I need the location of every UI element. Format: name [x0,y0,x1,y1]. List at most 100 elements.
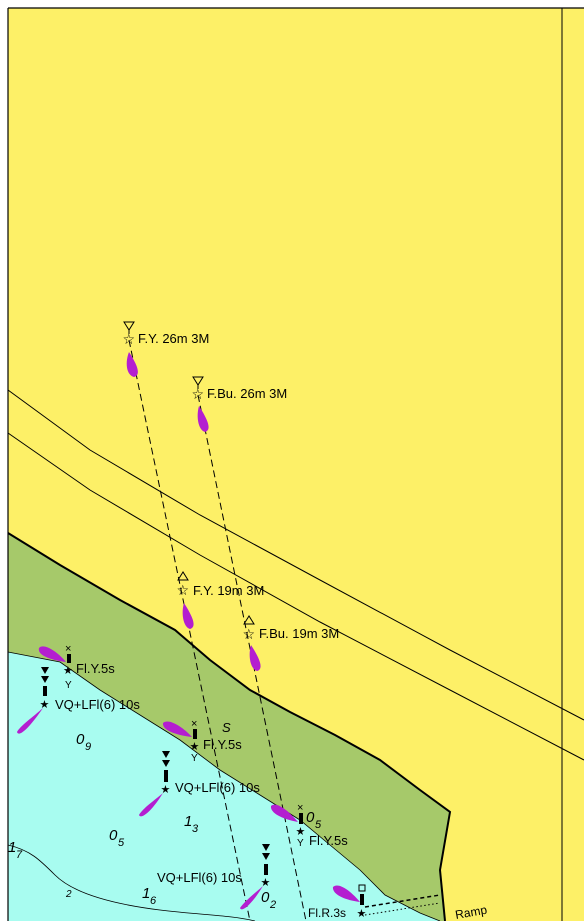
buoy-star-icon: ★ [40,698,50,711]
topmark-triangle-down-icon [123,321,135,331]
sounding-16: 1 6 [142,885,157,907]
light-flare-icon [270,804,298,822]
topmark-cone-down-icon [162,751,170,758]
svg-text:5: 5 [118,837,125,849]
buoy-body-icon [164,770,168,782]
sounding-09: 0 9 [76,731,91,753]
buoy-cardinal-1[interactable]: ★ VQ+LFl(6) 10s [17,667,140,734]
seabed-label: S [222,720,231,735]
svg-text:1: 1 [8,839,16,856]
light-flare-icon [197,406,209,432]
light-label: F.Y. 19m 3M [193,583,264,598]
sounding-05-a: 0 5 [306,809,322,831]
light-flare-icon [139,793,163,817]
light-flare-icon [38,646,66,662]
ramp-label: Ramp [454,903,488,921]
svg-text:9: 9 [85,741,91,753]
buoy-letter: Y [65,680,72,691]
topmark-cone-down-icon [41,667,49,674]
buoy-letter: Y [191,753,198,764]
buoy-cardinal-3[interactable]: ★ VQ+LFl(6) 10s [157,844,271,910]
svg-text:0: 0 [261,889,270,906]
buoy-light-label: Fl.R.3s [308,906,346,920]
light-star-icon: ☆ [123,332,136,348]
topmark-triangle-up-icon [243,615,255,625]
buoy-star-icon: ★ [63,664,73,677]
topmark-triangle-up-icon [177,571,189,581]
light-star-icon: ☆ [177,583,190,599]
buoy-star-icon: ★ [190,740,200,753]
svg-text:0: 0 [76,731,85,748]
light-label: F.Y. 26m 3M [138,331,209,346]
buoy-light-label: Fl.Y.5s [309,833,348,848]
ramp-outline [364,894,441,908]
buoy-body-icon [43,686,47,696]
buoy-star-icon: ★ [357,907,367,920]
light-rear-blue[interactable]: ☆ F.Bu. 26m 3M [192,376,288,432]
light-label: F.Bu. 26m 3M [207,386,287,401]
light-flare-icon [240,886,263,910]
light-flare-icon [17,708,43,734]
depth-contour [7,844,256,921]
buoy-body-icon [299,813,303,824]
light-star-icon: ☆ [243,627,256,643]
buoy-special-2[interactable]: × ★ Y Fl.Y.5s [162,718,242,764]
light-star-icon: ☆ [192,387,205,403]
contour-label: 2 [65,889,72,900]
topmark-cross-icon: × [297,802,303,814]
buoy-body-icon [67,654,71,663]
svg-text:5: 5 [315,819,322,831]
light-front-blue[interactable]: ☆ F.Bu. 19m 3M [243,615,340,671]
light-front-yellow[interactable]: ☆ F.Y. 19m 3M [177,571,265,629]
ramp-dotted [364,902,441,916]
buoy-body-icon [360,894,364,905]
buoy-body-icon [193,729,197,739]
buoy-cardinal-2[interactable]: ★ VQ+LFl(6) 10s [139,751,260,817]
topmark-cross-icon: × [65,643,71,655]
topmark-cone-down-icon [41,676,49,683]
svg-text:0: 0 [109,827,118,844]
light-flare-icon [249,645,261,671]
low-water-line [7,651,441,921]
buoy-light-label: VQ+LFl(6) 10s [175,780,260,795]
cable-line-upper [7,389,584,721]
buoy-light-label: Fl.Y.5s [203,737,242,752]
topmark-cone-down-icon [162,760,170,767]
light-flare-icon [162,721,192,737]
svg-text:7: 7 [16,849,23,861]
topmark-square-icon [358,884,366,892]
sounding-05-b: 0 5 [109,827,125,849]
light-flare-icon [126,352,138,377]
buoy-letter: Y [297,838,304,849]
buoy-light-label: VQ+LFl(6) 10s [55,697,140,712]
cable-line-lower [7,432,584,761]
buoy-light-label: Fl.Y.5s [76,661,115,676]
buoy-star-icon: ★ [261,876,271,889]
svg-text:1: 1 [184,813,192,830]
light-rear-yellow[interactable]: ☆ F.Y. 26m 3M [123,321,210,377]
sounding-02: 0 2 [261,889,276,911]
buoy-star-icon: ★ [161,783,171,796]
svg-text:1: 1 [142,885,150,902]
water-area [8,652,440,921]
svg-text:6: 6 [150,895,157,907]
topmark-cross-icon: × [191,718,197,730]
buoy-star-icon: ★ [296,825,306,838]
topmark-triangle-down-icon [192,376,204,386]
svg-text:0: 0 [306,809,315,826]
buoy-special-1[interactable]: × ★ Y Fl.Y.5s [38,643,115,691]
light-flare-icon [332,885,360,902]
buoy-body-icon [264,864,268,875]
sounding-13: 1 3 [184,813,199,835]
buoy-light-label: VQ+LFl(6) 10s [157,870,242,885]
light-flare-icon [182,603,194,629]
topmark-cone-down-icon [262,844,270,851]
buoy-special-3[interactable]: × ★ Y Fl.Y.5s [270,802,348,849]
svg-text:3: 3 [192,823,199,835]
svg-text:2: 2 [269,899,276,911]
buoy-port-1[interactable]: ★ Fl.R.3s [308,884,367,920]
sounding-17: 1 7 [8,839,23,861]
coastline [7,532,452,921]
